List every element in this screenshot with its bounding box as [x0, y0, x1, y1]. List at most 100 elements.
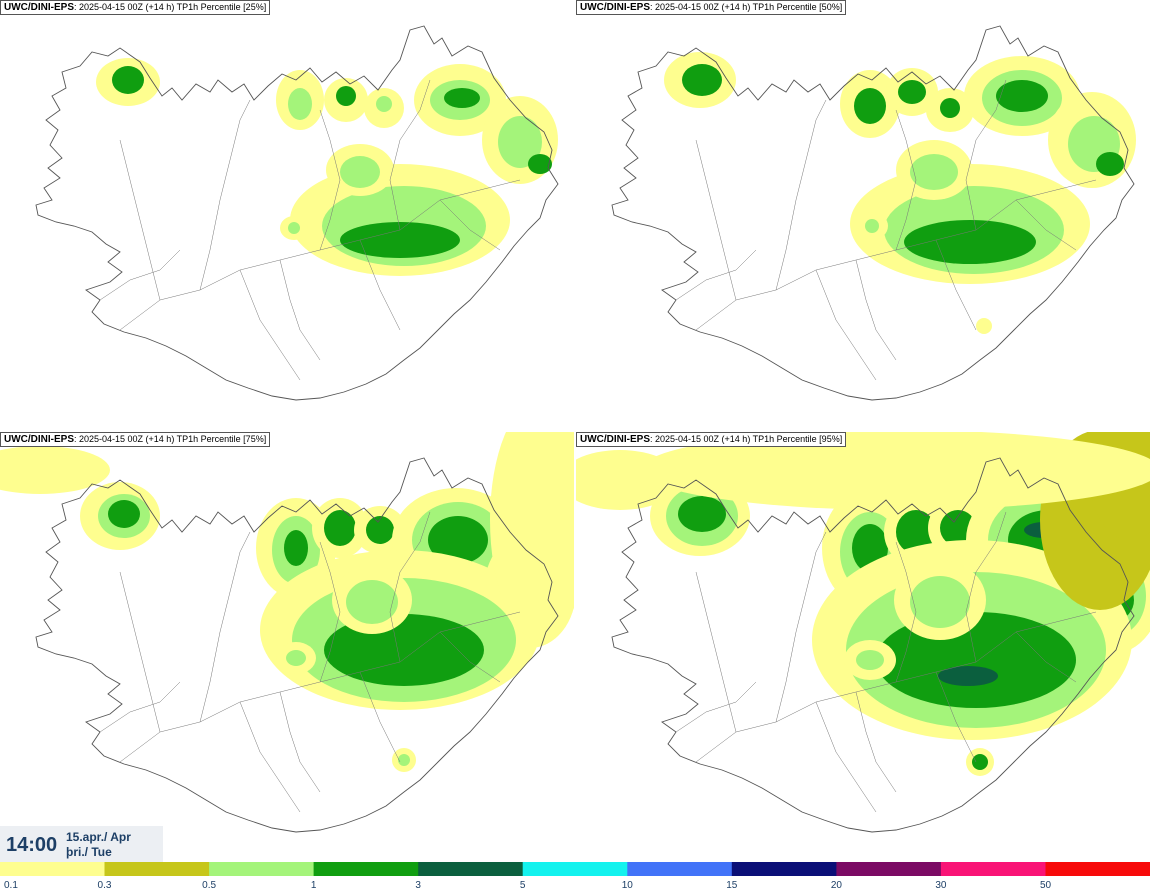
valid-weekday: þri./ Tue — [66, 845, 112, 859]
color-legend: 0.1 0.3 0.5 1 3 5 10 15 20 30 50 — [0, 862, 1150, 891]
map-panel-p95: UWC/DINI-EPS: 2025-04-15 00Z (+14 h) TP1… — [576, 432, 1150, 862]
legend-swatch — [836, 862, 942, 876]
legend-swatch — [940, 862, 1046, 876]
road-line — [815, 701, 877, 813]
precip-area — [366, 516, 394, 544]
coastline — [35, 25, 559, 401]
road-line — [965, 511, 1007, 663]
legend-swatch — [313, 862, 419, 876]
precip-area — [498, 116, 542, 168]
legend-label: 15 — [726, 880, 738, 891]
precip-area — [528, 154, 552, 174]
precip-area — [576, 450, 680, 510]
precip-area — [640, 432, 1150, 510]
road-line — [239, 269, 301, 381]
legend-swatch — [627, 862, 733, 876]
road-line — [895, 541, 917, 683]
iceland-precip-map — [611, 25, 1136, 401]
legend-label: 1 — [311, 880, 317, 891]
road-line — [389, 511, 431, 663]
legend-swatch — [104, 862, 210, 876]
road-line — [675, 681, 757, 733]
legend-swatch — [0, 862, 105, 876]
map-panel-p75: UWC/DINI-EPS: 2025-04-15 00Z (+14 h) TP1… — [0, 432, 574, 862]
precip-area — [340, 156, 380, 188]
road-line — [319, 541, 341, 683]
legend-label: 50 — [1040, 880, 1052, 891]
precip-area — [288, 88, 312, 120]
road-line — [895, 109, 917, 251]
valid-date: 15.apr./ Apr — [66, 830, 131, 844]
road-line — [1015, 199, 1077, 251]
iceland-precip-map — [0, 432, 574, 833]
precip-area — [972, 754, 988, 770]
legend-label: 20 — [831, 880, 843, 891]
iceland-precip-map — [35, 25, 559, 401]
legend-label: 0.1 — [4, 880, 18, 891]
road-line — [279, 259, 321, 361]
road-line — [815, 269, 877, 381]
road-line — [119, 139, 161, 301]
panel-title: UWC/DINI-EPS: 2025-04-15 00Z (+14 h) TP1… — [0, 432, 271, 447]
precip-area — [284, 530, 308, 566]
precip-area — [940, 98, 960, 118]
precip-area — [288, 222, 300, 234]
precip-area — [854, 88, 886, 124]
road-line — [675, 249, 757, 301]
valid-time-box: 14:00 15.apr./ Apr þri./ Tue — [0, 826, 163, 862]
road-line — [855, 259, 897, 361]
road-line — [239, 701, 301, 813]
legend-swatch — [522, 862, 628, 876]
panel-title: UWC/DINI-EPS: 2025-04-15 00Z (+14 h) TP1… — [0, 0, 271, 15]
road-line — [935, 671, 977, 763]
precip-area — [286, 650, 306, 666]
road-line — [695, 139, 737, 301]
road-line — [855, 691, 897, 793]
road-line — [99, 681, 181, 733]
precip-area — [324, 510, 356, 546]
precip-area — [938, 666, 998, 686]
panel-title: UWC/DINI-EPS: 2025-04-15 00Z (+14 h) TP1… — [576, 432, 847, 447]
precip-area — [0, 446, 110, 494]
road-line — [389, 79, 431, 231]
map-panel-p50: UWC/DINI-EPS: 2025-04-15 00Z (+14 h) TP1… — [576, 0, 1150, 430]
road-line — [279, 691, 321, 793]
precip-area — [856, 650, 884, 670]
road-line — [99, 249, 181, 301]
panel-title: UWC/DINI-EPS: 2025-04-15 00Z (+14 h) TP1… — [576, 0, 847, 15]
road-line — [965, 79, 1007, 231]
precip-area — [346, 580, 398, 624]
precip-area — [428, 516, 488, 564]
precip-area — [976, 318, 992, 334]
precip-area — [910, 154, 958, 190]
valid-time: 14:00 — [6, 834, 58, 856]
precip-area — [376, 96, 392, 112]
road-line — [359, 239, 401, 331]
precip-area — [340, 222, 460, 258]
legend-swatch — [209, 862, 315, 876]
precip-area — [444, 88, 480, 108]
precip-area — [996, 80, 1048, 112]
legend-label: 3 — [415, 880, 421, 891]
legend-swatch — [731, 862, 837, 876]
precip-area — [490, 432, 574, 640]
road-line — [775, 99, 827, 291]
precip-area — [682, 64, 722, 96]
legend-label: 0.3 — [98, 880, 112, 891]
legend-label: 10 — [622, 880, 634, 891]
road-line — [199, 531, 251, 723]
legend-label: 5 — [520, 880, 526, 891]
legend-swatch — [418, 862, 524, 876]
legend-label: 30 — [935, 880, 947, 891]
legend-label: 0.5 — [202, 880, 216, 891]
road-line — [319, 109, 341, 251]
precip-area — [336, 86, 356, 106]
road-line — [1015, 631, 1077, 683]
precip-area — [1096, 152, 1124, 176]
precip-area — [865, 219, 879, 233]
precip-area — [904, 220, 1036, 264]
coastline — [35, 457, 559, 833]
precip-area — [112, 66, 144, 94]
road-line — [199, 99, 251, 291]
road-line — [695, 571, 737, 733]
